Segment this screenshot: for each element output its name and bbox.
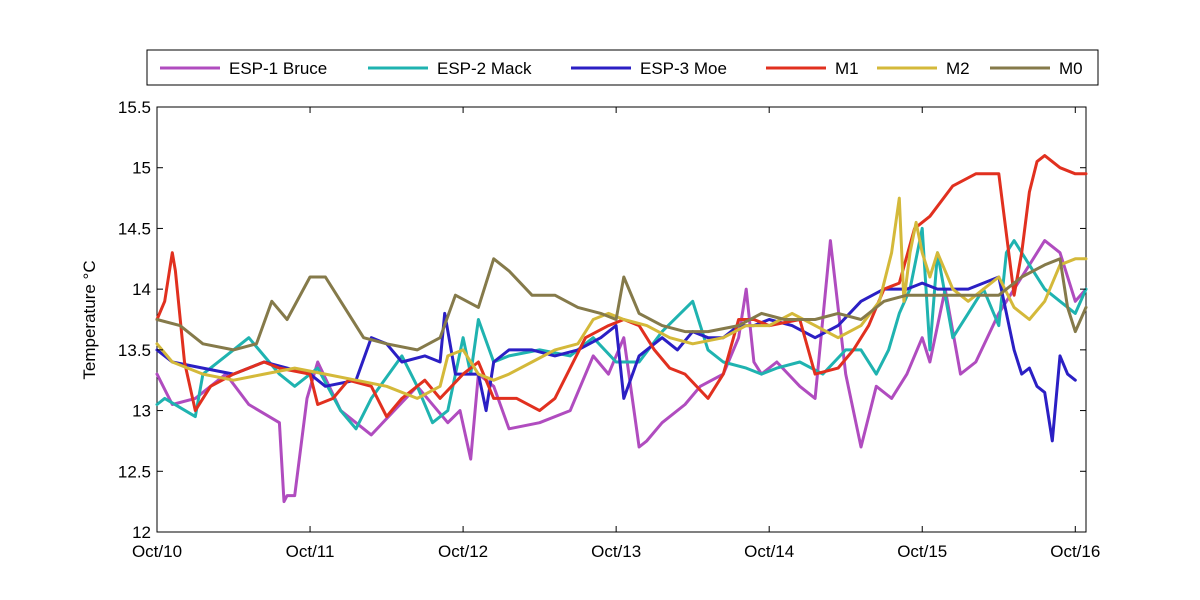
series-line-esp-1-bruce [155, 239, 1088, 504]
y-tick-label: 14 [132, 280, 151, 299]
legend-label: ESP-2 Mack [437, 59, 532, 78]
legend-label: M1 [835, 59, 859, 78]
legend-item: M1 [766, 59, 859, 78]
x-tick-label: Oct/16 [1050, 542, 1100, 561]
series-line-m2 [155, 196, 1088, 400]
axes-layer: 12 12.5 13 13.5 14 14.5 15 15.5 Oct/10 Oct/11 Oct/… [118, 98, 1100, 561]
y-tick-label: 13.5 [118, 341, 151, 360]
legend-label: ESP-3 Moe [640, 59, 727, 78]
legend: ESP-1 Bruce ESP-2 Mack ESP-3 Moe M1 M2 M0 [146, 49, 1099, 86]
legend-label: M0 [1059, 59, 1083, 78]
y-tick-label: 14.5 [118, 219, 151, 238]
legend-item: ESP-2 Mack [368, 59, 532, 78]
y-tick-label: 12.5 [118, 462, 151, 481]
legend-label: ESP-1 Bruce [229, 59, 327, 78]
y-tick-label: 15 [132, 159, 151, 178]
legend-label: M2 [946, 59, 970, 78]
series-layer [155, 154, 1088, 504]
series-line-esp-3-moe [155, 275, 1077, 443]
x-tick-label: Oct/15 [897, 542, 947, 561]
x-tick-label: Oct/10 [132, 542, 182, 561]
x-tick-label: Oct/14 [744, 542, 794, 561]
series-line-esp-2-mack [155, 226, 1088, 431]
legend-item: M0 [990, 59, 1083, 78]
y-tick-label: 15.5 [118, 98, 151, 117]
x-tick-label: Oct/13 [591, 542, 641, 561]
x-tick-label: Oct/12 [438, 542, 488, 561]
legend-item: ESP-1 Bruce [160, 59, 327, 78]
legend-item: M2 [877, 59, 970, 78]
y-tick-label: 13 [132, 402, 151, 421]
x-tick-label: Oct/11 [286, 542, 335, 561]
series-line-m0 [155, 257, 1088, 352]
y-tick-label: 12 [132, 523, 151, 542]
legend-item: ESP-3 Moe [571, 59, 727, 78]
y-axis-label: Temperature °C [80, 260, 99, 379]
